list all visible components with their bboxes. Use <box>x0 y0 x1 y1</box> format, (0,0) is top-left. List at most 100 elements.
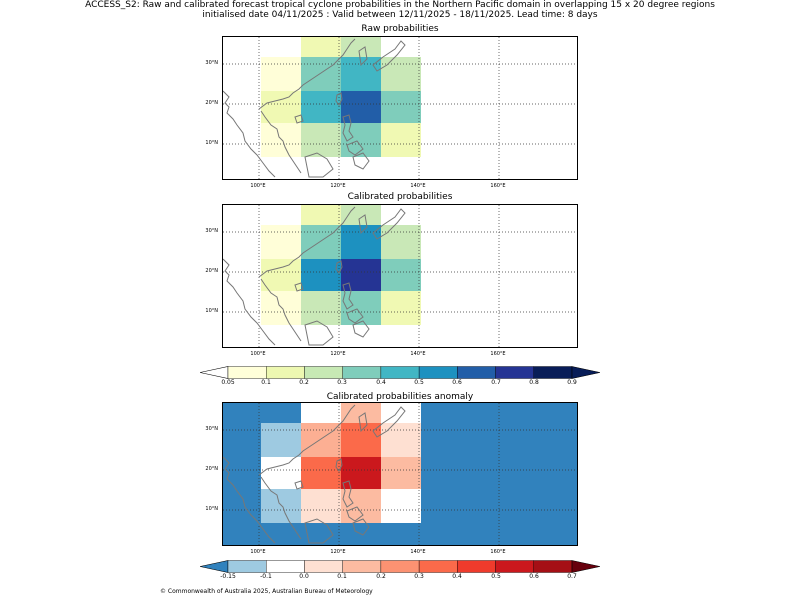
colorbar-tick: -0.1 <box>260 573 272 580</box>
probability-cell <box>223 423 261 457</box>
panel-title-anomaly: Calibrated probabilities anomaly <box>326 392 474 402</box>
probability-cell <box>501 225 541 259</box>
colorbar-segment <box>418 560 458 573</box>
probability-cell <box>541 423 577 457</box>
island-outline <box>372 406 406 438</box>
probability-cell <box>421 291 461 325</box>
probability-cell <box>501 325 541 347</box>
probability-cell <box>421 457 461 489</box>
colorbar-segment <box>418 366 458 379</box>
probability-cell <box>223 291 261 325</box>
probability-cell <box>501 205 541 225</box>
probability-cell <box>223 123 261 157</box>
probability-cell <box>461 291 501 325</box>
lon-label-140e: 140°E <box>410 351 426 357</box>
probability-cell <box>541 37 577 57</box>
colorbar-tick: 0.9 <box>567 379 577 386</box>
probability-cell <box>223 489 261 523</box>
probability-cell <box>541 259 577 291</box>
figure-title-line2: initialised date 04/11/2025 : Valid betw… <box>202 10 598 20</box>
probability-cell <box>461 523 501 545</box>
island-outline <box>352 152 370 170</box>
probability-cell <box>461 157 501 179</box>
island-outline <box>372 208 406 240</box>
island-outline <box>346 506 364 522</box>
lon-label-100e: 100°E <box>250 549 266 555</box>
probability-cell <box>261 123 301 157</box>
lon-label-120e: 120°E <box>330 183 346 189</box>
colorbar-tick: 0.5 <box>491 573 501 580</box>
probability-cell <box>541 457 577 489</box>
colorbar-tick: 0.8 <box>529 379 539 386</box>
probability-cell <box>301 291 341 325</box>
island-outline <box>335 92 343 106</box>
colorbar-tick: 0.0 <box>299 573 309 580</box>
probability-cell <box>541 205 577 225</box>
panel-title-calibrated: Calibrated probabilities <box>347 192 453 202</box>
probability-cell <box>541 157 577 179</box>
island-outline <box>304 518 334 544</box>
lon-label-160e: 160°E <box>490 183 506 189</box>
colorbar-segment <box>266 366 305 379</box>
island-outline <box>304 152 334 178</box>
lon-label-120e: 120°E <box>330 549 346 555</box>
island-outline <box>352 518 370 536</box>
probability-cell <box>421 489 461 523</box>
probability-cell <box>301 91 341 123</box>
colorbar-segment <box>495 560 534 573</box>
colorbar-under-arrow <box>199 560 229 573</box>
probability-cell <box>501 259 541 291</box>
probability-cell <box>501 523 541 545</box>
probability-cell <box>501 157 541 179</box>
probability-cell <box>223 157 261 179</box>
probability-cell <box>461 325 501 347</box>
lat-label-30n: 30°N <box>205 60 218 66</box>
lat-label-20n: 20°N <box>205 466 218 472</box>
colorbar-under-arrow <box>199 366 229 379</box>
colorbar-over-arrow <box>571 560 601 573</box>
island-outline <box>372 40 406 72</box>
probability-cell <box>261 291 301 325</box>
probability-cell <box>341 259 381 291</box>
probability-cell <box>501 123 541 157</box>
colorbar-tick: 0.6 <box>529 573 539 580</box>
island-outline <box>335 260 343 274</box>
probability-cell <box>301 57 341 91</box>
colorbar-segment <box>304 560 343 573</box>
probability-cell <box>301 423 341 457</box>
probability-cell <box>541 225 577 259</box>
probability-cell <box>501 489 541 523</box>
probability-cell <box>541 57 577 91</box>
probability-cell <box>421 403 461 423</box>
probability-cell <box>261 423 301 457</box>
colorbar-anomaly <box>199 558 601 573</box>
probability-cell <box>381 457 421 489</box>
coastline <box>260 278 302 342</box>
probability-cell <box>223 57 261 91</box>
lat-label-20n: 20°N <box>205 268 218 274</box>
island-outline <box>342 114 354 142</box>
probability-cell <box>223 325 261 347</box>
colorbar-segment <box>227 366 267 379</box>
colorbar-tick: 0.05 <box>221 379 235 386</box>
island-outline <box>358 214 368 235</box>
island-outline <box>294 114 304 124</box>
probability-cell <box>341 457 381 489</box>
colorbar-segment <box>342 366 382 379</box>
colorbar-segment <box>266 560 305 573</box>
probability-cell <box>461 457 501 489</box>
probability-cell <box>301 37 341 57</box>
colorbar-tick: 0.2 <box>299 379 309 386</box>
colorbar-tick: 0.5 <box>414 379 424 386</box>
probability-cell <box>421 423 461 457</box>
probability-cell <box>381 325 421 347</box>
probability-cell <box>461 423 501 457</box>
probability-cell <box>541 91 577 123</box>
probability-cell <box>301 259 341 291</box>
probability-cell <box>421 91 461 123</box>
probability-cell <box>461 205 501 225</box>
probability-cell <box>541 291 577 325</box>
lat-label-10n: 10°N <box>205 140 218 146</box>
colorbar-segment <box>533 366 573 379</box>
probability-cell <box>421 225 461 259</box>
